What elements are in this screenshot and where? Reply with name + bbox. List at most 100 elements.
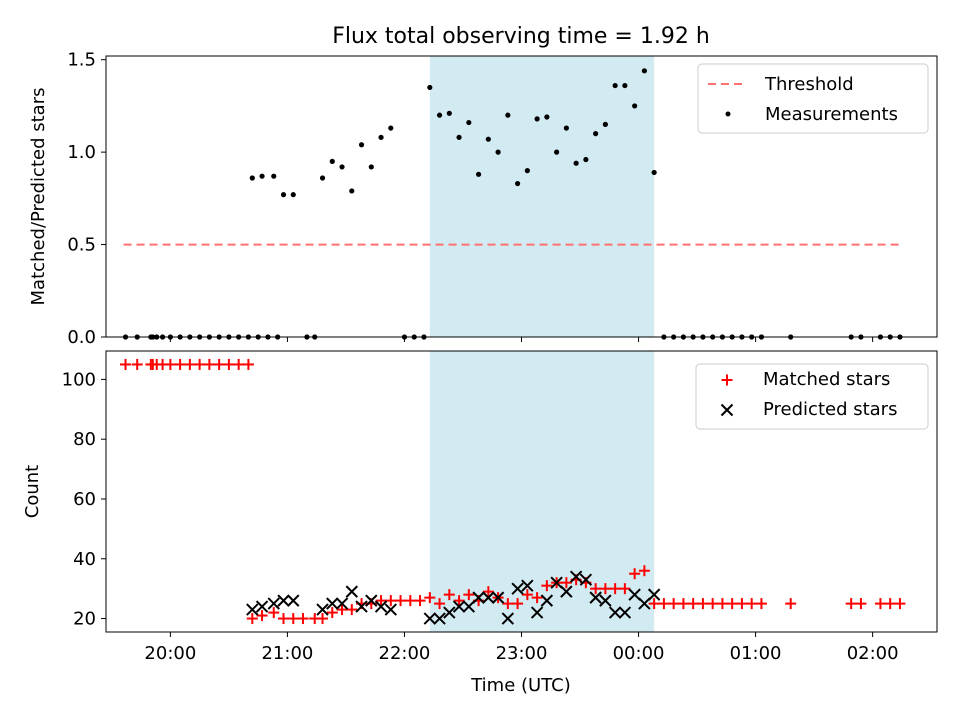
matched-star-point — [629, 568, 641, 580]
cross-b — [443, 606, 456, 619]
cross-b — [472, 591, 485, 604]
matched-star-point — [297, 613, 309, 625]
matched-star-point — [242, 358, 254, 370]
matched-star-point — [638, 565, 650, 577]
bottom-y-tick-label: 60 — [73, 489, 96, 510]
predicted-star-point — [433, 612, 446, 625]
bottom-x-tick-label: 01:00 — [730, 643, 782, 664]
bottom-x-axis-label: Time (UTC) — [470, 675, 571, 696]
matched-star-point — [755, 598, 767, 610]
predicted-star-point — [316, 603, 329, 616]
predicted-star-point — [511, 582, 524, 595]
matched-star-point — [278, 613, 290, 625]
bottom-legend: Matched stars Predicted stars — [695, 363, 929, 430]
measurement-point — [358, 142, 365, 148]
matched-star-point — [531, 592, 543, 604]
predicted-star-point — [482, 591, 495, 604]
matched-star-point — [658, 598, 670, 610]
predicted-star-point — [462, 600, 476, 613]
measurement-point — [583, 156, 589, 163]
predicted-star-point — [618, 606, 632, 619]
predicted-star-point — [246, 603, 259, 616]
bottom-x-tick-label: 23:00 — [496, 643, 548, 664]
predicted-star-point — [501, 612, 515, 625]
predicted-star-point — [569, 570, 583, 583]
matched-star-point — [385, 595, 397, 607]
predicted-star-point — [560, 585, 573, 598]
matched-star-point — [502, 598, 514, 610]
cross-b — [462, 600, 476, 613]
measurement-point — [544, 114, 550, 120]
measurement-point — [271, 173, 277, 179]
predicted-star-point — [452, 600, 466, 613]
cross-b — [345, 585, 358, 598]
legend-predicted-label: Predicted stars — [763, 399, 897, 420]
predicted-star-point — [628, 588, 641, 601]
cross-b — [255, 600, 269, 613]
bottom-x-tick-label: 00:00 — [613, 643, 665, 664]
matched-star-point — [443, 589, 455, 601]
predicted-star-point — [647, 588, 661, 601]
bottom-x-tick-label: 20:00 — [144, 643, 196, 664]
bottom-x-tick-label: 22:00 — [379, 643, 431, 664]
measurement-point — [524, 168, 530, 174]
predicted-star-point — [384, 603, 398, 616]
matched-star-point — [541, 580, 553, 592]
measurement-point — [505, 112, 511, 118]
matched-star-point — [287, 613, 299, 625]
predicted-star-point — [255, 600, 269, 613]
predicted-star-point — [540, 594, 554, 607]
legend-threshold-label: Threshold — [764, 74, 854, 95]
top-legend-box — [697, 63, 929, 134]
bottom-x-tick-label: 02:00 — [847, 643, 899, 664]
predicted-star-point — [326, 597, 339, 610]
matched-star-point — [120, 358, 132, 370]
cross-b — [530, 606, 544, 619]
predicted-star-point — [550, 576, 563, 589]
matched-star-point — [648, 598, 660, 610]
top-highlight-span — [429, 56, 655, 337]
top-y-tick-label: 0.0 — [67, 327, 96, 348]
legend-measurements-label: Measurements — [765, 104, 898, 125]
measurement-point — [593, 131, 599, 137]
top-y-tick-label: 0.5 — [67, 235, 96, 256]
predicted-star-point — [589, 591, 602, 604]
matched-star-point — [845, 598, 857, 610]
predicted-star-point — [287, 594, 300, 607]
matched-star-point — [463, 589, 475, 601]
matched-star-point — [246, 613, 258, 625]
bottom-x-tick-label: 21:00 — [261, 643, 313, 664]
measurement-point — [280, 192, 287, 198]
matched-star-point — [677, 598, 689, 610]
predicted-star-point — [521, 579, 534, 592]
matched-star-point — [131, 358, 143, 370]
legend-predicted-swatch — [720, 403, 734, 417]
matched-star-point — [746, 598, 758, 610]
matched-star-point — [894, 598, 906, 610]
matched-star-point — [203, 358, 215, 370]
measurement-point — [563, 125, 569, 131]
top-panel: 0.0 0.5 1.0 1.5 Matched/Predicted stars Thr… — [28, 50, 938, 348]
bottom-highlight-span — [429, 351, 655, 632]
top-y-tick-label: 1.5 — [67, 50, 96, 71]
matched-star-point — [874, 598, 886, 610]
matched-star-point — [326, 607, 338, 619]
cross-b — [423, 612, 437, 625]
measurement-point — [475, 171, 482, 177]
cross-b — [267, 597, 280, 610]
predicted-star-point — [365, 594, 378, 607]
matched-star-point — [194, 358, 206, 370]
matched-star-point — [223, 358, 235, 370]
measurement-point — [632, 103, 638, 109]
top-legend: Threshold Measurements — [697, 63, 929, 134]
predicted-star-point — [491, 591, 505, 604]
bottom-x-axis: 20:00 21:00 22:00 23:00 00:00 01:00 02:00 — [144, 632, 899, 664]
predicted-star-point — [423, 612, 437, 625]
cross-b — [384, 603, 398, 616]
bottom-plot-frame — [105, 350, 938, 633]
predicted-star-point — [472, 591, 485, 604]
cross-b — [326, 597, 339, 610]
cross-b — [638, 597, 651, 610]
matched-star-point — [404, 595, 416, 607]
